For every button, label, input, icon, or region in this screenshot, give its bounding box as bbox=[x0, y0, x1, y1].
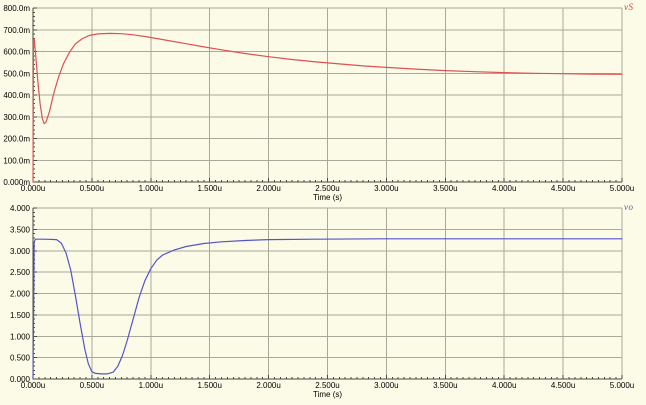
vs-chart-panel: 800.0m 700.0m 600.0m 500.0m 400.0m 300.0m 200.… bbox=[0, 0, 646, 202]
y-tick-label: 3.500 bbox=[10, 225, 31, 234]
y-tick-label: 100.0m bbox=[3, 156, 30, 165]
x-tick-label: 3.500u bbox=[433, 184, 457, 193]
x-tick-label: 1.000u bbox=[139, 184, 163, 193]
x-tick-label: 3.500u bbox=[433, 381, 457, 390]
x-tick-label: 3.000u bbox=[374, 381, 398, 390]
vs-legend-label[interactable]: vS bbox=[624, 2, 634, 12]
vs-chart[interactable]: 800.0m 700.0m 600.0m 500.0m 400.0m 300.0m 200.… bbox=[0, 0, 646, 202]
x-tick-label: 1.500u bbox=[197, 381, 221, 390]
y-tick-label: 0.000m bbox=[3, 178, 30, 187]
x-axis-title: Time (s) bbox=[313, 193, 342, 202]
y-tick-label: 0.000 bbox=[10, 375, 31, 384]
x-tick-label: 4.500u bbox=[551, 184, 575, 193]
x-axis-title: Time (s) bbox=[313, 390, 342, 399]
x-tick-label: 1.500u bbox=[197, 184, 221, 193]
x-tick-label: 0.000u bbox=[21, 381, 45, 390]
y-tick-label: 700.0m bbox=[3, 26, 30, 35]
x-tick-label: 5.000u bbox=[610, 381, 634, 390]
x-tick-label: 4.000u bbox=[492, 381, 516, 390]
x-tick-label: 0.500u bbox=[80, 381, 104, 390]
y-tick-label: 4.000 bbox=[10, 204, 31, 213]
x-tick-label: 3.000u bbox=[374, 184, 398, 193]
y-tick-label: 200.0m bbox=[3, 135, 30, 144]
vo-trace[interactable] bbox=[32, 238, 623, 380]
x-tick-label: 2.500u bbox=[315, 381, 339, 390]
y-tick-label: 0.500 bbox=[10, 354, 31, 363]
y-tick-label: 400.0m bbox=[3, 91, 30, 100]
x-tick-label: 2.500u bbox=[315, 184, 339, 193]
y-tick-label: 2.000 bbox=[10, 290, 31, 299]
y-tick-label: 2.500 bbox=[10, 268, 31, 277]
x-tick-label: 5.000u bbox=[610, 184, 634, 193]
x-tick-label: 1.000u bbox=[139, 381, 163, 390]
vo-legend-label[interactable]: vo bbox=[624, 202, 634, 212]
y-tick-label: 800.0m bbox=[3, 4, 30, 13]
x-tick-label: 4.500u bbox=[551, 381, 575, 390]
vo-chart-panel: 4.000 3.500 3.000 2.500 2.000 1.500 1.000 0.500… bbox=[0, 202, 646, 405]
x-tick-label: 2.000u bbox=[256, 184, 280, 193]
vs-trace[interactable] bbox=[32, 32, 623, 183]
x-tick-label: 2.000u bbox=[256, 381, 280, 390]
x-tick-label: 0.500u bbox=[80, 184, 104, 193]
x-tick-label: 4.000u bbox=[492, 184, 516, 193]
y-tick-label: 300.0m bbox=[3, 113, 30, 122]
y-tick-label: 1.000 bbox=[10, 332, 31, 341]
y-tick-label: 3.000 bbox=[10, 247, 31, 256]
vo-chart[interactable]: 4.000 3.500 3.000 2.500 2.000 1.500 1.000 0.500… bbox=[0, 202, 646, 405]
y-tick-label: 500.0m bbox=[3, 69, 30, 78]
x-tick-label: 0.000u bbox=[21, 184, 45, 193]
y-tick-label: 1.500 bbox=[10, 311, 31, 320]
y-tick-label: 600.0m bbox=[3, 48, 30, 57]
